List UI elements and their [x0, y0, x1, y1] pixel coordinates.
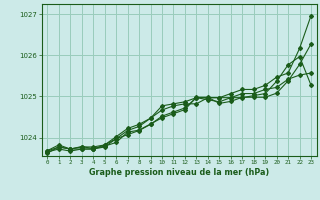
X-axis label: Graphe pression niveau de la mer (hPa): Graphe pression niveau de la mer (hPa) — [89, 168, 269, 177]
